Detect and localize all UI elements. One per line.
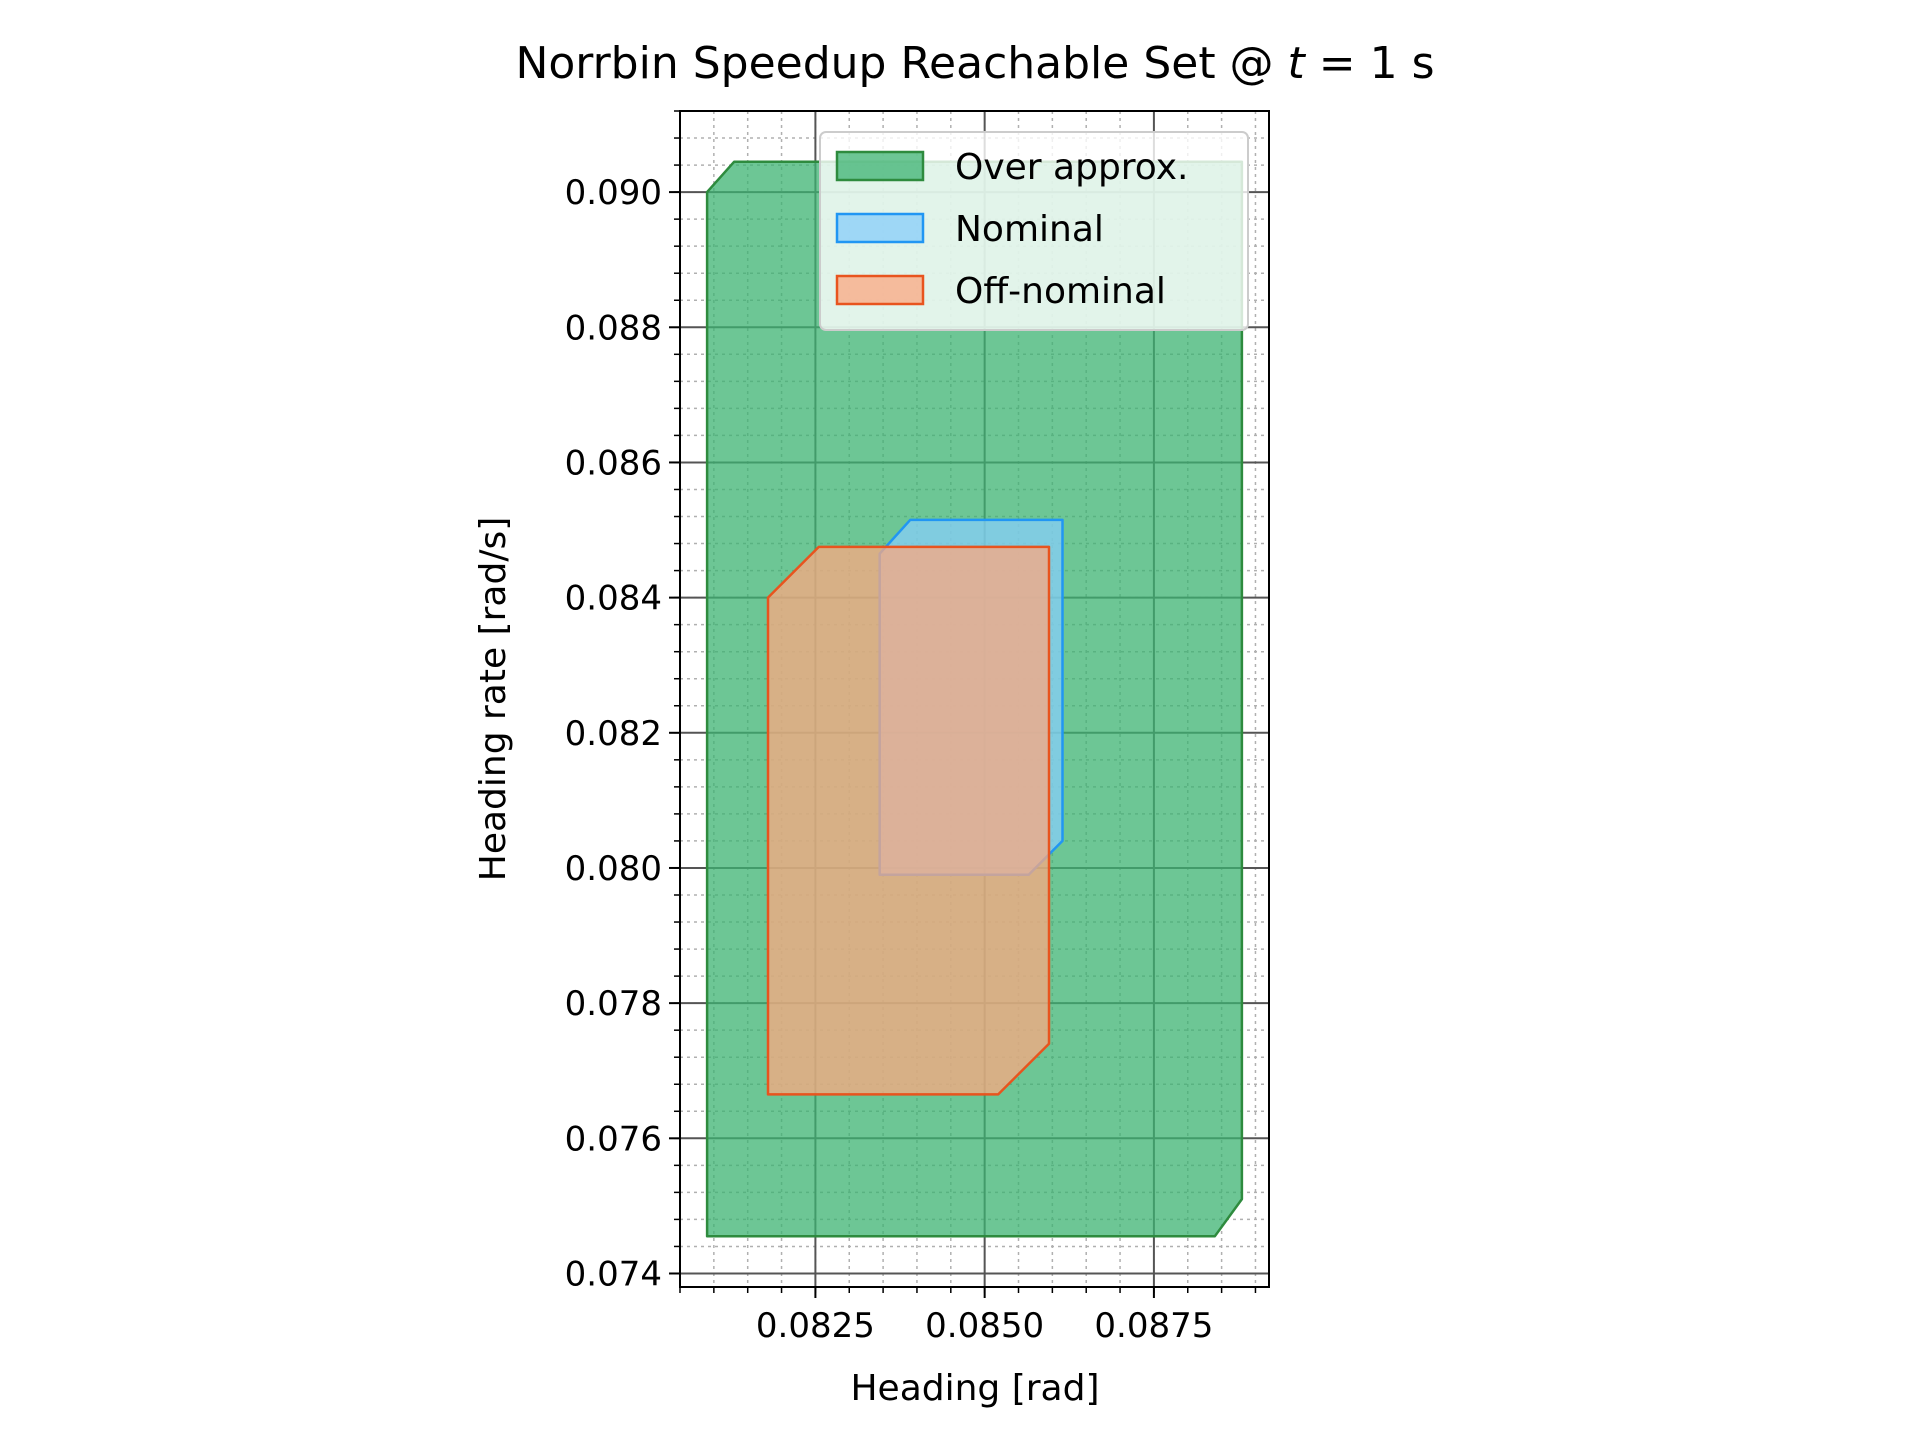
y-tick-label: 0.076 — [565, 1119, 662, 1159]
legend-label-nominal: Nominal — [955, 209, 1104, 250]
legend-swatch-nominal — [835, 212, 925, 244]
chart-title: Norrbin Speedup Reachable Set @ t = 1 s — [515, 38, 1434, 89]
x-axis-label: Heading [rad] — [850, 1368, 1099, 1409]
y-axis-label: Heading rate [rad/s] — [473, 517, 514, 882]
legend-label-off-nominal: Off-nominal — [955, 271, 1166, 312]
y-tick-label: 0.078 — [565, 984, 662, 1024]
legend-swatch-over-approx — [835, 150, 925, 182]
legend: Over approx. Nominal Off-nominal — [819, 131, 1249, 331]
x-tick-labels: 0.0825 0.0850 0.0875 — [756, 1306, 1213, 1346]
y-tick-label: 0.090 — [565, 173, 662, 213]
legend-swatch-off-nominal — [835, 274, 925, 306]
ticks — [669, 110, 1257, 1298]
x-tick-label: 0.0850 — [925, 1306, 1044, 1346]
legend-label-over-approx: Over approx. — [955, 147, 1188, 188]
x-tick-label: 0.0875 — [1094, 1306, 1213, 1346]
y-tick-label: 0.074 — [565, 1254, 662, 1294]
off-nominal-polygon — [766, 545, 1051, 1096]
y-tick-label: 0.088 — [565, 308, 662, 348]
legend-box — [819, 131, 1249, 331]
y-tick-labels: 0.074 0.076 0.078 0.080 0.082 0.084 0.086 0.088… — [565, 173, 662, 1294]
y-tick-label: 0.084 — [565, 579, 662, 619]
polygons — [705, 160, 1244, 1238]
plot-frame — [679, 110, 1270, 1288]
y-tick-label: 0.082 — [565, 714, 662, 754]
y-tick-label: 0.080 — [565, 849, 662, 889]
x-tick-label: 0.0825 — [756, 1306, 875, 1346]
y-tick-label: 0.086 — [565, 443, 662, 483]
